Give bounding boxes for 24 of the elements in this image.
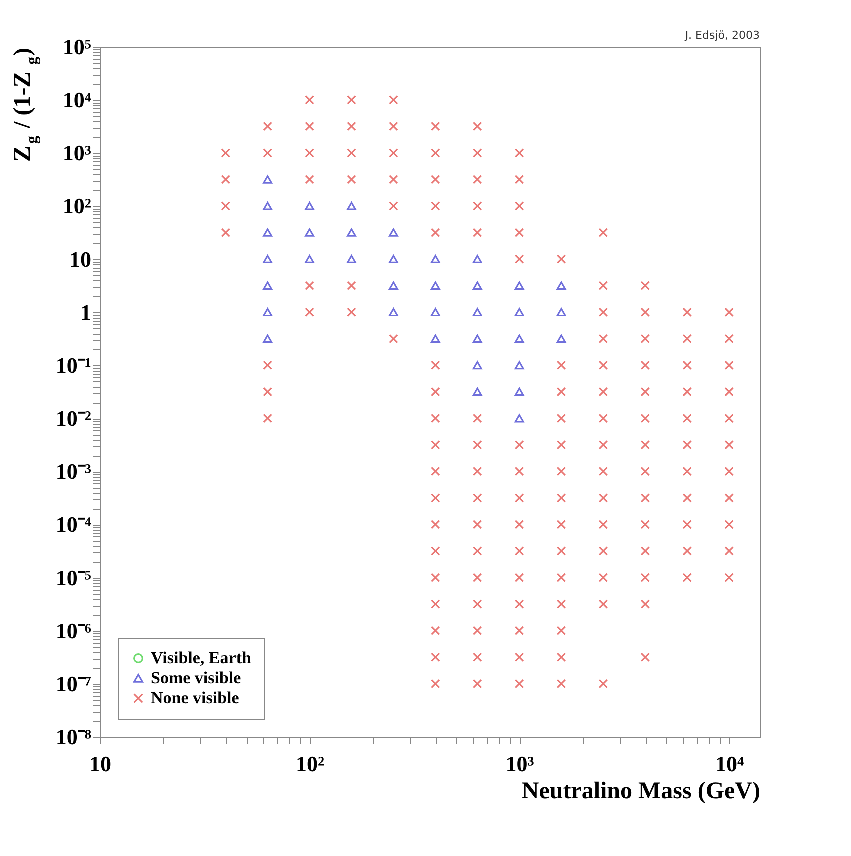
x-tick-label: 10⁴ [716,752,745,776]
y-tick-label: 10³ [62,140,92,166]
y-tick-label: 10² [62,194,92,219]
x-tick-label: 10 [90,752,112,776]
x-axis-title: Neutralino Mass (GeV) [522,778,760,804]
y-tick-label: 10⁻² [56,406,92,432]
y-tick-label: 10⁻⁶ [56,618,92,644]
y-tick-label: 1 [80,300,92,325]
y-tick-label: 10⁻⁵ [56,565,92,590]
legend-label: Some visible [151,668,242,688]
y-tick-label: 10⁵ [62,34,92,60]
legend-label: Visible, Earth [151,648,252,668]
legend-label: None visible [151,688,240,708]
y-tick-label: 10⁻⁷ [56,671,92,696]
text: J. Edsjö, 2003 [684,29,760,42]
x-tick-label: 10² [296,752,325,776]
y-tick-label: 10⁴ [62,88,92,113]
x-tick-label: 10³ [506,752,535,776]
y-axis-title: Zg / (1-Zg) [10,48,41,162]
y-tick-label: 10⁻⁸ [56,724,92,750]
y-tick-label: 10⁻³ [56,459,92,484]
y-tick-label: 10⁻¹ [56,352,92,378]
y-tick-label: 10 [70,246,92,272]
y-tick-label: 10⁻⁴ [56,512,92,538]
